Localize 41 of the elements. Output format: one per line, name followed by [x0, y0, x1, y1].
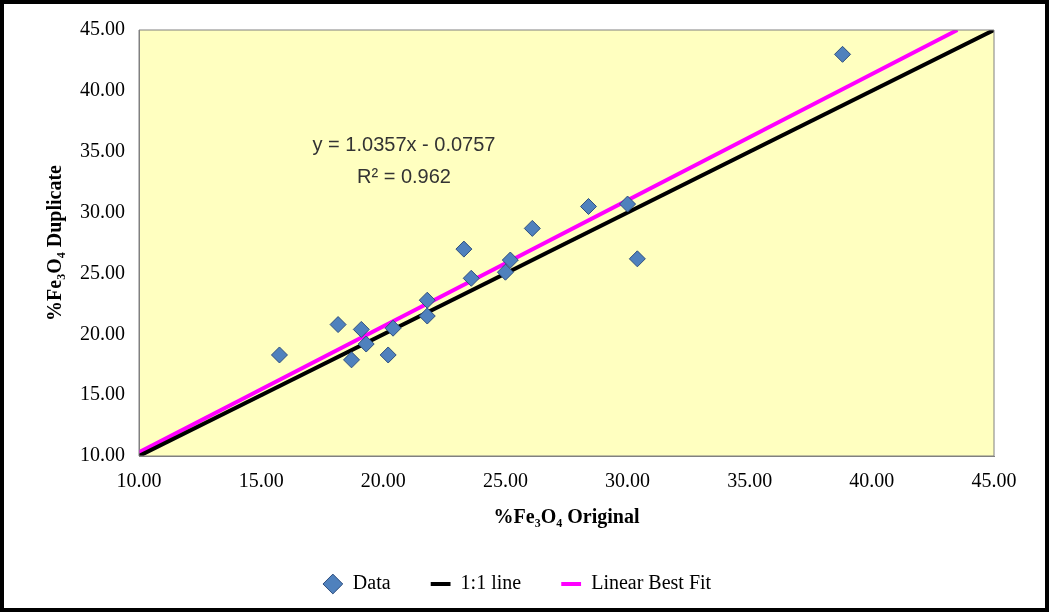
- point: [343, 351, 361, 369]
- x-tick-label: 35.00: [727, 469, 773, 492]
- point: [462, 269, 480, 287]
- y-tick-label: 40.00: [80, 78, 125, 101]
- point: [455, 240, 473, 258]
- point: [379, 346, 397, 364]
- x-tick-label: 10.00: [116, 469, 162, 492]
- legend-label: 1:1 line: [460, 571, 522, 594]
- legend-label: Data: [352, 571, 391, 594]
- annotation: R² = 0.962: [357, 164, 451, 187]
- annotation: y = 1.0357x - 0.0757: [312, 132, 496, 155]
- point: [579, 197, 597, 215]
- x-tick-label: 15.00: [238, 469, 284, 492]
- y-tick-label: 35.00: [80, 138, 125, 161]
- point: [496, 263, 514, 281]
- point: [628, 250, 646, 268]
- y-tick-label: 25.00: [80, 260, 125, 283]
- x-tick-label: 25.00: [482, 469, 528, 492]
- x-tick-label: 30.00: [605, 469, 651, 492]
- point: [834, 45, 852, 63]
- x-tick-label: 20.00: [360, 469, 406, 492]
- point: [619, 195, 637, 213]
- point: [270, 346, 288, 364]
- legend-label: Linear Best Fit: [591, 571, 712, 594]
- point: [384, 319, 402, 337]
- point: [329, 316, 347, 334]
- x-axis-title: %Fe₃O₄ Original: [493, 505, 640, 529]
- point: [523, 219, 541, 237]
- y-tick-label: 15.00: [80, 382, 125, 405]
- point: [352, 320, 370, 338]
- y-tick-label: 10.00: [80, 443, 125, 466]
- point: [357, 335, 375, 353]
- point: [418, 291, 436, 309]
- point: [418, 307, 436, 325]
- y-tick-label: 45.00: [80, 17, 125, 40]
- y-tick-label: 30.00: [80, 199, 125, 222]
- x-tick-label: 45.00: [971, 469, 1017, 492]
- point: [501, 251, 519, 269]
- x-tick-label: 40.00: [849, 469, 895, 492]
- y-axis-title: %Fe₃O₄ Duplicate: [43, 164, 67, 321]
- y-tick-label: 20.00: [80, 321, 125, 344]
